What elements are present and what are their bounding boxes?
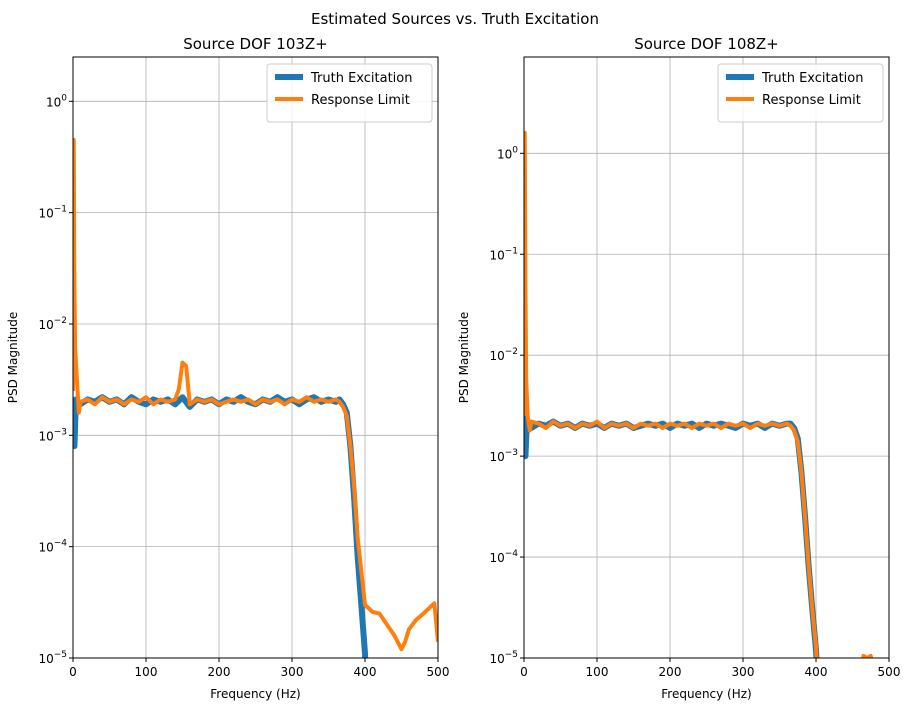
y-tick-label: 10−4: [489, 549, 518, 565]
x-tick-label: 200: [208, 665, 231, 679]
legend-box: [717, 63, 884, 123]
series-line-response-limit: [73, 137, 438, 652]
axes-frame: [72, 56, 439, 659]
series-line-response-limit: [524, 130, 819, 658]
y-tick-label: 10−1: [38, 205, 67, 221]
legend-label-truth-excitation: Truth Excitation: [310, 71, 413, 86]
x-tick-label: 300: [281, 665, 304, 679]
y-tick-label: 10−3: [38, 427, 67, 443]
y-axis-label: PSD Magnitude: [457, 312, 471, 403]
x-axis-label: Frequency (Hz): [661, 687, 752, 701]
x-tick-label: 0: [69, 665, 77, 679]
chart-panel-1: 0 100 200 300 400 500 10−5 10−4 10−3 10−2 10−1 100 S…: [6, 35, 449, 701]
x-tick-label: 100: [586, 665, 609, 679]
x-tick-label: 200: [659, 665, 682, 679]
x-tick-label: 500: [878, 665, 901, 679]
subplot-title: Source DOF 108Z+: [634, 35, 779, 53]
y-tick-label: 100: [497, 145, 518, 161]
x-tick-label: 400: [354, 665, 377, 679]
x-axis-label: Frequency (Hz): [210, 687, 301, 701]
y-tick-label: 10−1: [489, 246, 518, 262]
axes-frame: [523, 56, 890, 659]
y-axis-label: PSD Magnitude: [6, 312, 20, 403]
y-tick-label: 10−5: [38, 650, 67, 666]
chart-panel-2: 0 100 200 300 400 500 10−5 10−4 10−3 10−2 10−1 100 S…: [457, 35, 900, 701]
legend-label-response-limit: Response Limit: [762, 93, 861, 108]
x-tick-label: 400: [805, 665, 828, 679]
legend-label-truth-excitation: Truth Excitation: [761, 71, 864, 86]
series-group: [73, 137, 438, 658]
y-tick-label: 10−5: [489, 650, 518, 666]
series-group: [524, 130, 874, 658]
legend-label-response-limit: Response Limit: [311, 93, 410, 108]
x-tick-label: 100: [135, 665, 158, 679]
x-tick-label: 300: [732, 665, 755, 679]
x-tick-label: 0: [520, 665, 528, 679]
x-tick-label: 500: [427, 665, 450, 679]
y-tick-label: 10−2: [38, 316, 67, 332]
y-tick-label: 10−4: [38, 539, 67, 555]
figure-suptitle: Estimated Sources vs. Truth Excitation: [311, 10, 599, 28]
y-tick-label: 10−3: [489, 448, 518, 464]
legend: Truth Excitation Response Limit: [266, 63, 433, 123]
legend-box: [266, 63, 433, 123]
y-tick-label: 10−2: [489, 347, 518, 363]
subplot-title: Source DOF 103Z+: [183, 35, 328, 53]
y-tick-label: 100: [46, 93, 67, 109]
legend: Truth Excitation Response Limit: [717, 63, 884, 123]
